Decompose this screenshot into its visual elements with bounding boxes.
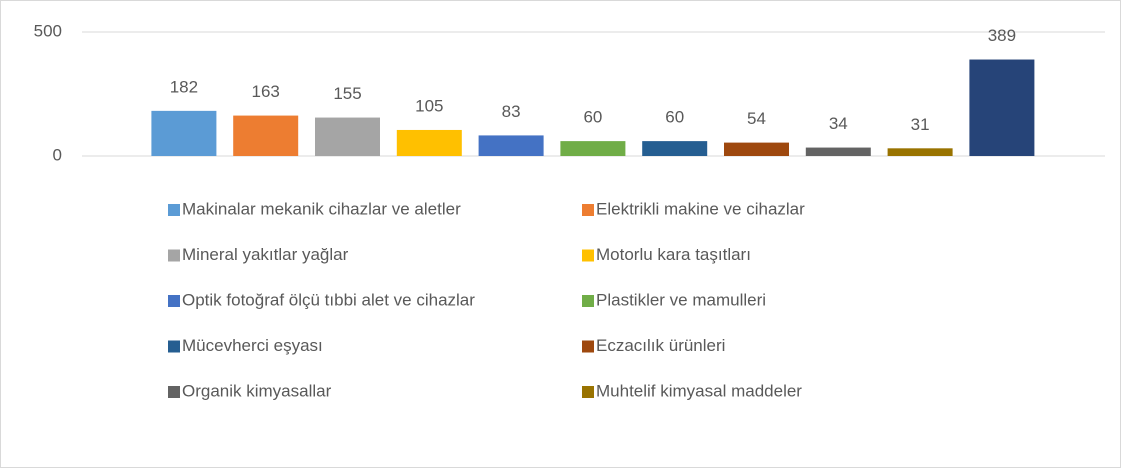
bar bbox=[315, 117, 380, 156]
legend-label: Mineral yakıtlar yağlar bbox=[182, 245, 349, 264]
bar bbox=[478, 135, 544, 156]
legend-swatch bbox=[168, 386, 180, 398]
value-label: 389 bbox=[988, 26, 1016, 45]
value-label: 34 bbox=[829, 114, 848, 133]
bar bbox=[396, 129, 462, 156]
legend-swatch bbox=[168, 249, 180, 262]
legend-label: Mücevherci eşyası bbox=[182, 336, 323, 355]
bar bbox=[233, 115, 299, 156]
legend-label: Organik kimyasallar bbox=[182, 381, 332, 400]
legend-swatch bbox=[168, 204, 180, 216]
value-label: 83 bbox=[502, 102, 521, 121]
legend-swatch bbox=[582, 204, 594, 216]
y-tick-label: 500 bbox=[34, 21, 62, 40]
legend-label: Muhtelif kimyasal maddeler bbox=[596, 381, 802, 400]
legend-label: Elektrikli makine ve cihazlar bbox=[596, 199, 805, 218]
value-label: 105 bbox=[415, 96, 443, 115]
value-label: 182 bbox=[170, 77, 198, 96]
legend-swatch bbox=[582, 340, 594, 353]
bar bbox=[151, 110, 217, 156]
legend-label: Plastikler ve mamulleri bbox=[596, 290, 766, 309]
bar bbox=[887, 148, 953, 156]
value-label: 60 bbox=[665, 108, 684, 127]
legend-label: Eczacılık ürünleri bbox=[596, 336, 725, 355]
bar bbox=[805, 147, 871, 156]
legend-swatch bbox=[582, 249, 594, 262]
y-tick-label: 0 bbox=[53, 145, 62, 164]
legend-swatch bbox=[582, 295, 594, 307]
legend-swatch bbox=[168, 295, 180, 307]
value-label: 60 bbox=[583, 108, 602, 127]
legend-swatch bbox=[582, 386, 594, 398]
bar bbox=[724, 142, 789, 156]
value-label: 54 bbox=[747, 109, 766, 128]
bar bbox=[560, 141, 626, 156]
legend-swatch bbox=[168, 340, 180, 353]
value-label: 163 bbox=[252, 82, 280, 101]
legend-label: Optik fotoğraf ölçü tıbbi alet ve cihazl… bbox=[182, 290, 475, 309]
value-label: 155 bbox=[333, 84, 361, 103]
legend-label: Motorlu kara taşıtları bbox=[596, 245, 751, 264]
legend-label: Makinalar mekanik cihazlar ve aletler bbox=[182, 199, 461, 218]
value-label: 31 bbox=[911, 115, 930, 134]
bar bbox=[969, 59, 1035, 156]
bar bbox=[642, 141, 708, 156]
